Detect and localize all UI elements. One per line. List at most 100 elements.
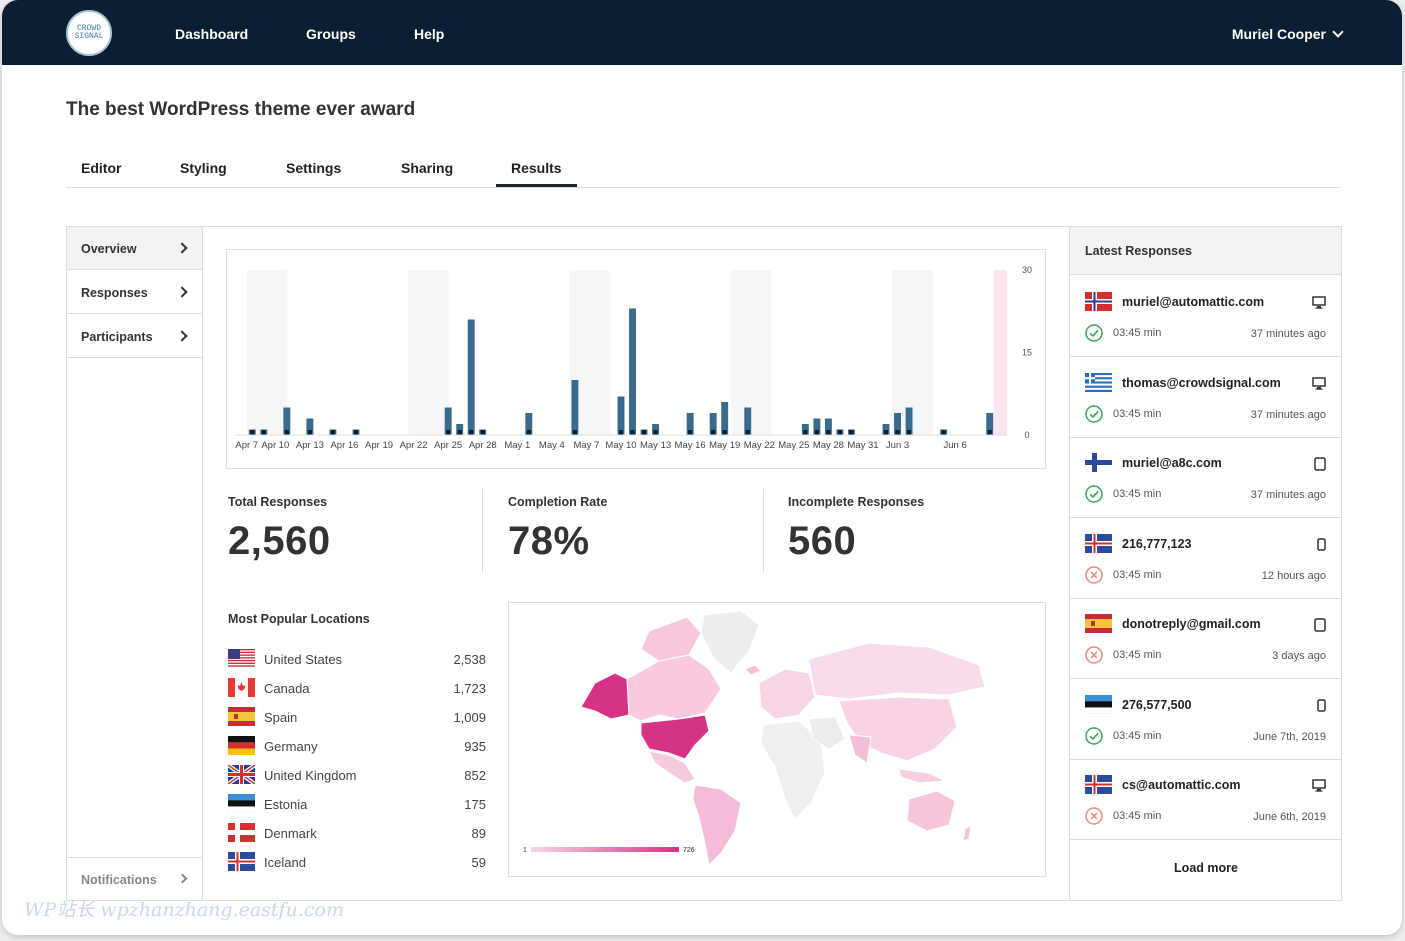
map-usa <box>640 714 710 760</box>
flag-icon <box>228 823 255 842</box>
stat-total-responses: Total Responses 2,560 <box>228 495 331 564</box>
sidebar-item-notifications[interactable]: Notifications <box>67 857 202 900</box>
location-country: Iceland <box>264 855 306 870</box>
map-legend-bar <box>531 847 679 852</box>
response-item[interactable]: cs@automattic.com 03:45 min June 6th, 20… <box>1070 759 1342 840</box>
chart-x-tick: May 16 <box>675 440 706 451</box>
results-panel: Overview Responses Participants Notifica… <box>66 226 1342 901</box>
nav-help[interactable]: Help <box>414 26 445 42</box>
page-title: The best WordPress theme ever award <box>66 99 416 120</box>
chart-bar-base <box>837 430 842 435</box>
chart-band <box>247 270 288 435</box>
nav-groups[interactable]: Groups <box>306 26 356 42</box>
x-circle-icon <box>1085 807 1103 825</box>
response-item[interactable]: 216,777,123 03:45 min 12 hours ago <box>1070 518 1342 599</box>
divider <box>763 489 764 573</box>
sidebar-item-participants[interactable]: Participants <box>67 315 202 358</box>
nav-dashboard[interactable]: Dashboard <box>175 26 249 42</box>
map-legend-min: 1 <box>523 847 527 854</box>
chart-x-tick: May 25 <box>778 440 809 451</box>
location-count: 935 <box>464 739 486 754</box>
divider <box>482 489 483 573</box>
tab-settings[interactable]: Settings <box>286 160 342 176</box>
flag-icon <box>1085 372 1112 392</box>
chart-x-tick: Jun 6 <box>944 440 967 451</box>
phone-icon <box>1317 698 1326 717</box>
chart-x-tick: May 7 <box>573 440 599 451</box>
tab-bar: Editor Styling Settings Sharing Results <box>66 150 1340 188</box>
chart-bar <box>467 319 475 435</box>
stat-value: 2,560 <box>228 519 331 563</box>
stat-value: 78% <box>508 519 590 563</box>
chart-bar <box>709 413 717 435</box>
response-duration: 03:45 min <box>1113 488 1162 500</box>
check-circle-icon <box>1085 726 1103 745</box>
respondent-id: thomas@crowdsignal.com <box>1122 375 1281 390</box>
location-row: Germany 935 <box>228 736 486 756</box>
response-time: 37 minutes ago <box>1250 328 1326 340</box>
chart-x-tick: Apr 28 <box>469 440 497 451</box>
location-row: Canada 1,723 <box>228 678 486 698</box>
tablet-icon <box>1314 618 1326 637</box>
chart-bar-base <box>711 430 716 435</box>
tab-results[interactable]: Results <box>496 160 577 187</box>
chart-bar-base <box>480 430 485 435</box>
chart-x-tick: Jun 3 <box>886 440 909 451</box>
tab-styling[interactable]: Styling <box>180 160 227 176</box>
check-circle-icon <box>1085 324 1103 342</box>
response-duration: 03:45 min <box>1113 729 1162 742</box>
location-count: 1,009 <box>453 710 486 725</box>
chart-bar-base <box>895 430 900 435</box>
chevron-right-icon <box>176 330 188 342</box>
responses-chart: 0 15 30 Apr 7 Apr 10 Apr 13 Apr 16 Apr 19 Apr 22… <box>226 249 1046 469</box>
tab-editor[interactable]: Editor <box>81 160 122 176</box>
chart-band <box>408 270 449 435</box>
response-item[interactable]: 276,577,500 03:45 min June 7th, 2019 <box>1070 679 1342 760</box>
sidebar-item-responses[interactable]: Responses <box>67 271 202 314</box>
chart-x-tick: May 28 <box>813 440 844 451</box>
response-time: June 6th, 2019 <box>1253 811 1326 823</box>
respondent-id: donotreply@gmail.com <box>1122 617 1261 631</box>
response-item[interactable]: muriel@automattic.com 03:45 min 37 minut… <box>1070 276 1342 357</box>
chart-x-tick: May 1 <box>504 440 530 451</box>
tab-sharing[interactable]: Sharing <box>401 160 454 176</box>
crowdsignal-logo[interactable]: CROWD SIGNAL <box>66 10 112 56</box>
chart-x-tick: May 4 <box>539 440 565 451</box>
sidebar-item-overview[interactable]: Overview <box>67 227 202 270</box>
chart-bar <box>986 413 994 435</box>
flag-icon <box>228 649 255 668</box>
location-country: Denmark <box>264 826 317 841</box>
location-count: 59 <box>471 855 486 870</box>
flag-icon <box>228 678 255 697</box>
check-circle-icon <box>1085 485 1103 503</box>
flag-icon <box>1085 614 1112 633</box>
chart-y-tick: 15 <box>1022 348 1032 358</box>
chart-bar-base <box>745 430 750 435</box>
response-item[interactable]: muriel@a8c.com 03:45 min 37 minutes ago <box>1070 437 1342 518</box>
load-more-button[interactable]: Load more <box>1174 861 1238 875</box>
chart-bar <box>882 424 890 435</box>
response-duration: 03:45 min <box>1113 810 1162 822</box>
chart-bar-base <box>630 430 635 435</box>
chart-bar-base <box>618 430 624 435</box>
desktop-icon <box>1312 779 1326 797</box>
user-menu[interactable]: Muriel Cooper <box>1231 26 1344 42</box>
location-count: 175 <box>464 797 486 812</box>
chart-bar-base <box>250 430 255 435</box>
chart-bar <box>283 407 291 435</box>
chevron-right-icon <box>177 873 188 884</box>
top-navbar: CROWD SIGNAL Dashboard Groups Help Murie… <box>2 0 1402 65</box>
chart-bar-base <box>469 430 474 435</box>
chart-bar-base <box>653 430 658 435</box>
response-item[interactable]: thomas@crowdsignal.com 03:45 min 37 minu… <box>1070 357 1342 438</box>
chart-bar <box>444 407 452 435</box>
chart-bar-base <box>307 430 312 435</box>
map-europe <box>758 668 816 720</box>
user-name: Muriel Cooper <box>1231 26 1326 42</box>
map-arctic-canada <box>640 616 702 662</box>
response-item[interactable]: donotreply@gmail.com 03:45 min 3 days ag… <box>1070 598 1342 679</box>
chart-x-tick: Apr 19 <box>365 440 393 451</box>
chart-bar-base <box>826 430 831 435</box>
map-greenland <box>700 610 760 674</box>
